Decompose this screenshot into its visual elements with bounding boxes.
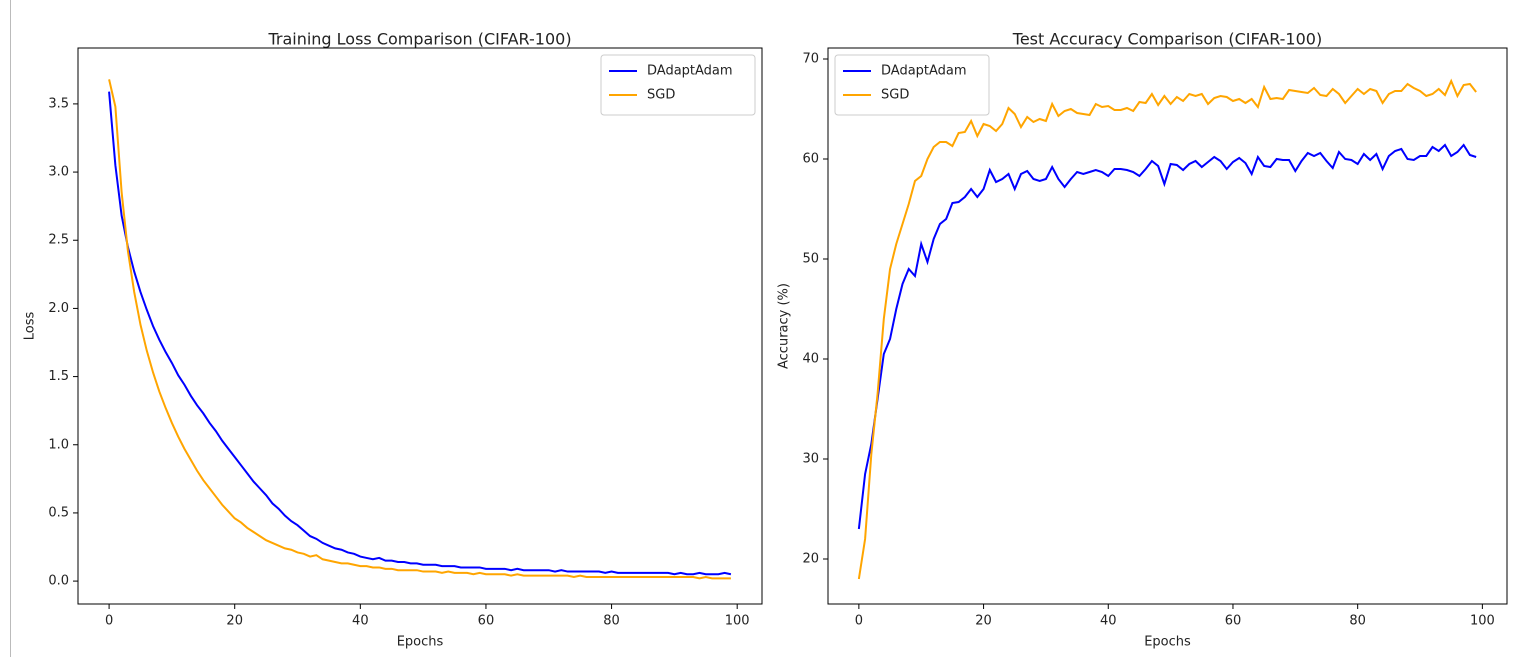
y-axis-label: Loss [23,312,38,341]
y-tick-label: 1.0 [48,437,69,452]
series-line [857,78,1477,580]
legend-label: SGD [881,88,909,103]
y-tick-label: 1.5 [48,369,69,384]
y-tick-label: 2.5 [48,233,69,248]
x-tick-label: 60 [478,614,495,629]
y-tick-label: 0.0 [48,574,69,589]
x-tick-label: 0 [855,614,863,629]
y-tick-label: 3.5 [48,96,69,111]
y-tick-label: 20 [802,552,819,567]
y-tick-label: 60 [802,152,819,167]
x-tick-label: 40 [1100,614,1117,629]
x-tick-label: 60 [1225,614,1242,629]
x-tick-label: 100 [725,614,750,629]
x-axis-label: Epochs [397,635,444,650]
legend-label: DAdaptAdam [647,64,733,79]
legend-frame [834,54,990,116]
y-tick-label: 30 [802,452,819,467]
legend: DAdaptAdam SGD [600,54,756,116]
x-tick-label: 0 [105,614,113,629]
y-tick-label: 0.5 [48,505,69,520]
legend: DAdaptAdam SGD [834,54,990,116]
y-tick-label: 70 [802,52,819,67]
x-tick-label: 100 [1470,614,1495,629]
y-tick-label: 40 [802,352,819,367]
y-axis-label: Accuracy (%) [777,283,792,369]
chart-title: Training Loss Comparison (CIFAR-100) [267,30,571,49]
x-axis-label: Epochs [1144,635,1191,650]
legend-label: SGD [647,88,675,103]
legend-frame [600,54,756,116]
series-line [108,79,731,580]
plot-frame [77,47,763,605]
chart-title: Test Accuracy Comparison (CIFAR-100) [1012,30,1322,49]
x-tick-label: 80 [1349,614,1366,629]
y-tick-label: 2.0 [48,301,69,316]
y-tick-label: 50 [802,252,819,267]
plot-frame [827,47,1508,605]
x-tick-label: 20 [975,614,992,629]
x-tick-label: 20 [226,614,243,629]
series-line [857,143,1477,530]
legend-label: DAdaptAdam [881,64,967,79]
series-line [108,91,732,576]
x-tick-label: 80 [603,614,620,629]
x-tick-label: 40 [352,614,369,629]
y-tick-label: 3.0 [48,165,69,180]
